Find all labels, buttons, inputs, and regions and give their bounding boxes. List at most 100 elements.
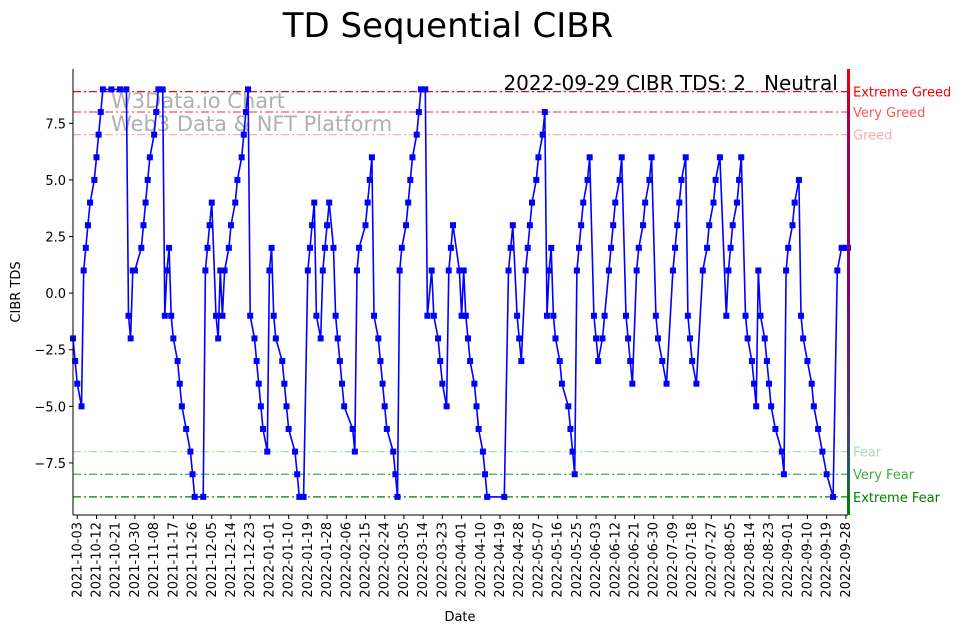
data-point bbox=[260, 425, 267, 432]
data-point bbox=[526, 222, 533, 229]
data-point bbox=[546, 267, 553, 274]
x-tick-label: 2022-08-23 bbox=[762, 522, 777, 598]
data-point bbox=[552, 335, 559, 342]
data-point bbox=[727, 244, 734, 251]
x-tick-label: 2021-11-08 bbox=[147, 522, 162, 598]
data-point bbox=[375, 335, 382, 342]
watermark-line-2: Web3 Data & NFT Platform bbox=[111, 112, 392, 136]
data-point bbox=[279, 358, 286, 365]
data-point bbox=[377, 358, 384, 365]
data-point bbox=[349, 425, 356, 432]
data-point bbox=[166, 244, 173, 251]
data-point bbox=[738, 154, 745, 161]
x-tick-label: 2022-02-15 bbox=[358, 522, 373, 598]
data-point bbox=[364, 199, 371, 206]
data-point bbox=[672, 244, 679, 251]
data-point bbox=[405, 199, 412, 206]
data-point bbox=[558, 380, 565, 387]
data-point bbox=[791, 199, 798, 206]
data-point bbox=[810, 403, 817, 410]
data-point bbox=[783, 267, 790, 274]
data-point bbox=[573, 267, 580, 274]
y-tick-label: −2.5 bbox=[34, 344, 66, 359]
ref-label-very-greed: Very Greed bbox=[853, 106, 925, 121]
data-point bbox=[616, 176, 623, 183]
reference-labels: Extreme Greed Very Greed Greed Fear Very Fea… bbox=[853, 86, 951, 506]
data-point bbox=[437, 358, 444, 365]
data-point bbox=[757, 312, 764, 319]
data-point bbox=[676, 199, 683, 206]
data-point bbox=[234, 176, 241, 183]
data-point bbox=[674, 222, 681, 229]
data-point bbox=[93, 154, 100, 161]
data-point bbox=[251, 335, 258, 342]
data-point bbox=[396, 267, 403, 274]
data-point bbox=[473, 403, 480, 410]
data-point bbox=[751, 380, 758, 387]
data-point bbox=[590, 312, 597, 319]
data-point bbox=[217, 267, 224, 274]
data-point bbox=[332, 312, 339, 319]
x-tick-label: 2022-03-14 bbox=[416, 522, 431, 598]
data-point bbox=[215, 335, 222, 342]
data-point bbox=[704, 244, 711, 251]
data-point bbox=[341, 403, 348, 410]
data-point bbox=[155, 86, 162, 93]
data-point bbox=[768, 403, 775, 410]
x-tick-label: 2022-05-25 bbox=[570, 522, 585, 598]
watermark-line-1: W3Data.io Chart bbox=[111, 89, 285, 113]
x-tick-label: 2022-09-19 bbox=[820, 522, 835, 598]
data-point bbox=[482, 471, 489, 478]
data-point bbox=[240, 131, 247, 138]
x-ticks: 2021-10-03 2021-10-12 2021-10-21 2021-10-30… bbox=[70, 515, 854, 598]
data-point bbox=[601, 312, 608, 319]
data-point bbox=[610, 222, 617, 229]
data-point bbox=[398, 244, 405, 251]
data-point bbox=[317, 335, 324, 342]
x-tick-label: 2021-11-17 bbox=[166, 522, 181, 598]
data-point bbox=[221, 267, 228, 274]
x-tick-label: 2022-02-06 bbox=[339, 522, 354, 598]
x-tick-label: 2022-03-23 bbox=[435, 522, 450, 598]
data-point bbox=[529, 199, 536, 206]
x-tick-label: 2021-10-12 bbox=[89, 522, 104, 598]
ref-label-fear: Fear bbox=[853, 446, 882, 461]
data-point bbox=[187, 448, 194, 455]
data-point bbox=[304, 267, 311, 274]
x-tick-label: 2022-04-28 bbox=[512, 522, 527, 598]
data-point bbox=[200, 493, 207, 500]
data-point bbox=[580, 199, 587, 206]
data-point bbox=[748, 358, 755, 365]
data-point bbox=[313, 312, 320, 319]
data-point bbox=[381, 403, 388, 410]
data-point bbox=[584, 176, 591, 183]
data-point bbox=[204, 244, 211, 251]
data-point bbox=[753, 403, 760, 410]
x-axis-label: Date bbox=[444, 610, 475, 625]
data-point bbox=[716, 154, 723, 161]
x-tick-label: 2022-07-09 bbox=[666, 522, 681, 598]
x-tick-label: 2022-06-03 bbox=[589, 522, 604, 598]
data-point bbox=[208, 199, 215, 206]
data-point bbox=[311, 199, 318, 206]
data-point bbox=[467, 358, 474, 365]
data-point bbox=[108, 86, 115, 93]
data-point bbox=[353, 267, 360, 274]
data-point bbox=[514, 312, 521, 319]
data-point bbox=[669, 267, 676, 274]
ref-label-greed: Greed bbox=[853, 129, 892, 144]
y-tick-label: 0.0 bbox=[45, 287, 66, 302]
data-point bbox=[309, 222, 316, 229]
data-point bbox=[74, 380, 81, 387]
data-point bbox=[80, 267, 87, 274]
data-point bbox=[379, 380, 386, 387]
data-point bbox=[339, 380, 346, 387]
data-point bbox=[428, 267, 435, 274]
data-point bbox=[785, 244, 792, 251]
ref-label-extreme-greed: Extreme Greed bbox=[853, 86, 951, 101]
data-point bbox=[471, 380, 478, 387]
data-point bbox=[142, 199, 149, 206]
data-point bbox=[326, 199, 333, 206]
data-point bbox=[608, 244, 615, 251]
